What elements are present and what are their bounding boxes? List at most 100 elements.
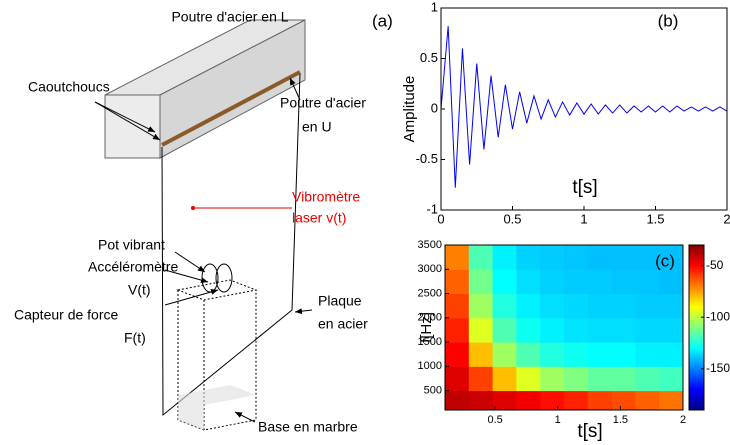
heat-cell bbox=[516, 294, 540, 319]
y-tick-label: -1 bbox=[426, 201, 438, 216]
colorbar-tick-label: -150 bbox=[706, 361, 730, 375]
heat-cell bbox=[469, 342, 493, 367]
heat-cell bbox=[493, 245, 517, 270]
heat-cell bbox=[564, 342, 588, 367]
heat-cell bbox=[516, 366, 540, 391]
panel-label: (c) bbox=[655, 251, 675, 270]
heat-cell bbox=[516, 342, 540, 367]
heat-cell bbox=[588, 245, 612, 270]
heat-cell bbox=[612, 342, 636, 367]
y-axis-label: Amplitude bbox=[401, 76, 418, 143]
heat-cell bbox=[469, 269, 493, 294]
heat-cell bbox=[493, 342, 517, 367]
heat-cell bbox=[564, 318, 588, 343]
l-beam-end bbox=[105, 95, 160, 158]
heat-cell bbox=[659, 318, 683, 343]
heat-cell bbox=[445, 391, 469, 411]
heat-cell bbox=[469, 391, 493, 411]
label: Poutre d'acier en L bbox=[171, 9, 288, 25]
x-tick-label: 1.5 bbox=[646, 211, 664, 226]
panel-label: (b) bbox=[658, 11, 679, 30]
heat-cell bbox=[635, 294, 659, 319]
heat-cell bbox=[540, 391, 564, 411]
colorbar-tick-label: -50 bbox=[706, 258, 724, 272]
heat-cell bbox=[445, 294, 469, 319]
x-tick-label: 1.5 bbox=[613, 414, 628, 426]
heat-cell bbox=[540, 366, 564, 391]
heat-cell bbox=[659, 342, 683, 367]
label: Base en marbre bbox=[258, 419, 358, 435]
heat-cell bbox=[588, 269, 612, 294]
heat-cell bbox=[564, 391, 588, 411]
label: Caoutchoucs bbox=[28, 79, 110, 95]
heat-cell bbox=[516, 245, 540, 270]
y-tick-label: 1000 bbox=[418, 360, 442, 372]
heat-cell bbox=[635, 269, 659, 294]
label: Accéléromètre bbox=[88, 259, 178, 275]
x-tick-label: 2 bbox=[680, 414, 686, 426]
label: laser v(t) bbox=[292, 210, 346, 226]
heat-cell bbox=[635, 318, 659, 343]
label: V(t) bbox=[128, 282, 151, 298]
x-tick-label: 0.5 bbox=[487, 414, 502, 426]
label: Pot vibrant bbox=[98, 237, 165, 253]
heat-cell bbox=[469, 245, 493, 270]
heat-cell bbox=[588, 294, 612, 319]
heat-cell bbox=[445, 366, 469, 391]
x-tick-label: 1 bbox=[580, 211, 587, 226]
heat-cell bbox=[588, 318, 612, 343]
heat-cell bbox=[469, 366, 493, 391]
heat-cell bbox=[445, 245, 469, 270]
label: Plaque bbox=[318, 293, 362, 309]
y-tick-label: 3000 bbox=[418, 263, 442, 275]
heat-cell bbox=[635, 391, 659, 411]
y-axis-label: f[Hz] bbox=[418, 312, 435, 343]
heat-cell bbox=[493, 366, 517, 391]
y-tick-label: 3500 bbox=[418, 239, 442, 251]
heat-cell bbox=[635, 366, 659, 391]
heat-cell bbox=[445, 269, 469, 294]
heat-cell bbox=[612, 391, 636, 411]
heat-cell bbox=[516, 269, 540, 294]
x-axis-label: t[s] bbox=[577, 421, 602, 442]
label: Vibromètre bbox=[292, 189, 360, 205]
heat-cell bbox=[588, 342, 612, 367]
heat-cell bbox=[564, 245, 588, 270]
y-tick-label: 1 bbox=[431, 0, 438, 14]
heat-cell bbox=[516, 391, 540, 411]
x-tick-label: 1 bbox=[555, 414, 561, 426]
label: Capteur de force bbox=[14, 307, 118, 323]
page: Poutre d'acier en L (a) Caoutchoucs Pout… bbox=[0, 0, 730, 445]
colorbar-tick-label: -100 bbox=[706, 309, 730, 323]
heat-cell bbox=[564, 294, 588, 319]
heat-cell bbox=[469, 294, 493, 319]
heat-cell bbox=[635, 342, 659, 367]
y-tick-label: 0 bbox=[431, 100, 438, 115]
x-tick-label: 0.5 bbox=[503, 211, 521, 226]
diagram: Poutre d'acier en L (a) Caoutchoucs Pout… bbox=[14, 9, 393, 435]
y-tick-label: 500 bbox=[424, 384, 442, 396]
heat-cell bbox=[588, 391, 612, 411]
heat-cell bbox=[445, 342, 469, 367]
y-tick-label: -0.5 bbox=[416, 151, 438, 166]
heat-cell bbox=[588, 366, 612, 391]
heat-cell bbox=[659, 269, 683, 294]
label: en acier bbox=[318, 316, 368, 332]
x-tick-label: 2 bbox=[723, 211, 730, 226]
marble bbox=[178, 385, 256, 430]
label: en U bbox=[302, 119, 332, 135]
heat-cell bbox=[612, 366, 636, 391]
heat-cell bbox=[659, 294, 683, 319]
x-tick-label: 0 bbox=[437, 211, 444, 226]
y-tick-label: 0.5 bbox=[420, 50, 438, 65]
heat-cell bbox=[493, 269, 517, 294]
heat-cell bbox=[540, 245, 564, 270]
heat-cell bbox=[540, 342, 564, 367]
panel-label: (a) bbox=[372, 11, 393, 30]
heat-cell bbox=[493, 318, 517, 343]
x-axis-label: t[s] bbox=[572, 177, 597, 198]
heat-cell bbox=[445, 318, 469, 343]
heat-cell bbox=[540, 318, 564, 343]
label: Poutre d'acier bbox=[280, 95, 366, 111]
heat-cell bbox=[659, 366, 683, 391]
